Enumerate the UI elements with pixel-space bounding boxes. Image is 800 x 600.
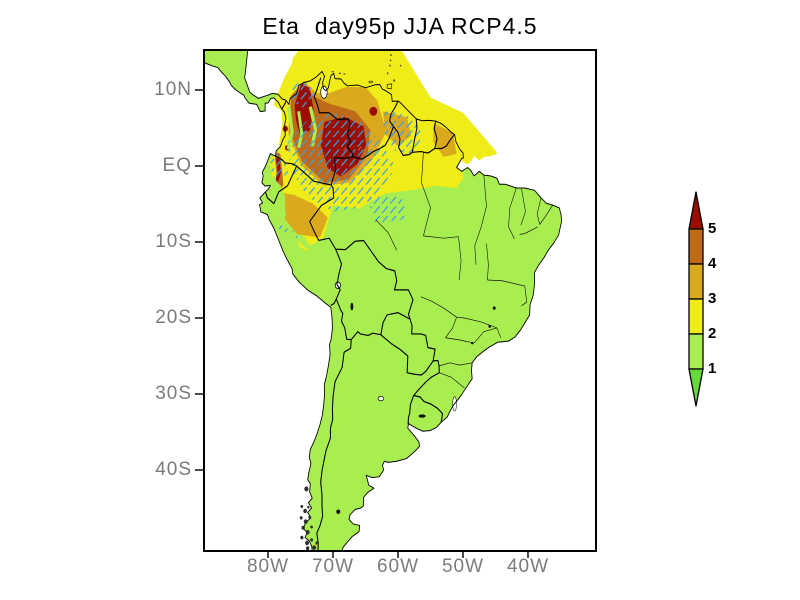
lon-tick-mark (332, 551, 334, 558)
colorbar-arrow-top (688, 191, 704, 230)
lat-tick-label-30s: 30S (155, 383, 192, 404)
lat-tick-label-10n: 10N (154, 79, 192, 100)
colorbar-label-4: 4 (708, 255, 717, 272)
colorbar (688, 191, 704, 407)
lon-tick-label-50w: 50W (441, 556, 485, 577)
colorbar-segment-4-5 (688, 228, 704, 265)
colorbar-label-5: 5 (708, 220, 717, 237)
lat-tick-mark (195, 241, 204, 243)
lat-tick-label-10s: 10S (155, 231, 192, 252)
lat-tick-label-40s: 40S (155, 459, 192, 480)
islands (299, 53, 402, 551)
colorbar-segment-1-2 (688, 333, 704, 370)
lon-tick-mark (267, 551, 269, 558)
map-plot-area (200, 44, 595, 552)
colorbar-label-1: 1 (708, 360, 717, 377)
colorbar-segment-2-3 (688, 298, 704, 335)
lat-tick-label-20s: 20S (155, 307, 192, 328)
lat-tick-mark (195, 165, 204, 167)
coastline (200, 47, 562, 552)
lat-tick-mark (195, 469, 204, 471)
state-borders (375, 152, 553, 389)
colorbar-arrow-bottom (688, 368, 704, 407)
lon-tick-mark (527, 551, 529, 558)
south-america-map (200, 44, 562, 552)
lat-tick-label-eq: EQ (162, 155, 192, 176)
country-borders (264, 77, 455, 552)
colorbar-label-2: 2 (708, 325, 717, 342)
lat-tick-mark (195, 393, 204, 395)
lon-tick-label-40w: 40W (506, 556, 550, 577)
lon-tick-mark (462, 551, 464, 558)
chart-title: Eta day95p JJA RCP4.5 (262, 13, 538, 39)
lon-tick-mark (397, 551, 399, 558)
lon-tick-label-70w: 70W (311, 556, 355, 577)
lat-tick-mark (195, 317, 204, 319)
lon-tick-label-80w: 80W (246, 556, 290, 577)
colorbar-segment-3-4 (688, 263, 704, 300)
lon-tick-label-60w: 60W (376, 556, 420, 577)
colorbar-label-3: 3 (708, 290, 717, 307)
lat-tick-mark (195, 89, 204, 91)
